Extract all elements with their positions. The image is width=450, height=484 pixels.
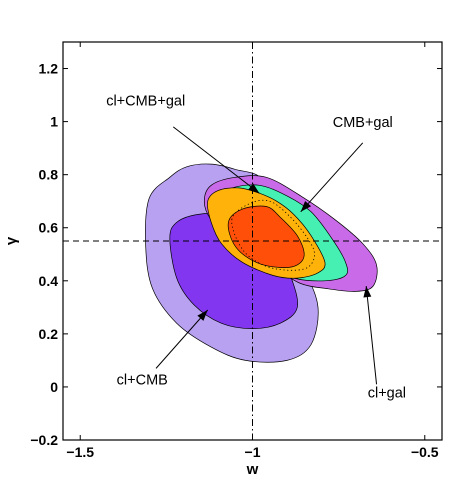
x-axis-label: w [246,461,259,478]
x-tick-label: −0.5 [411,444,439,460]
axis-ticks: −1.5 −1 −0.5 −0.2 0 0.2 0.4 0.6 0.8 1 1.2 [30,42,442,460]
annotation-cl-cmb-gal: cl+CMB+gal [106,94,185,110]
y-tick-label: 0.2 [39,326,59,342]
y-tick-label: 0 [50,379,58,395]
annotations: cl+CMB+gal CMB+gal cl+CMB cl+gal [106,94,406,402]
annotation-arrow-cl-cmb [155,309,209,369]
annotation-arrow-cl-gal [365,286,378,385]
annotation-arrowhead-cl-cmb [197,310,208,321]
contour-regions [145,163,378,363]
y-tick-label: 0.6 [39,220,59,236]
annotation-arrow-cl-cmb-gal [172,126,260,194]
y-tick-label: 1.2 [39,61,59,77]
annotation-arrowhead-cmb-gal [300,201,312,212]
y-tick-label: 0.8 [39,167,59,183]
y-tick-label: −0.2 [30,432,58,448]
y-tick-label: 0.4 [39,273,59,289]
y-axis-label: γ [3,236,20,245]
contour-cl-cmb-gal-inner [227,205,305,268]
annotation-cmb-gal: CMB+gal [333,115,393,131]
annotation-arrow-cmb-gal [300,142,364,213]
y-tick-label: 1 [50,114,58,130]
annotation-cl-cmb: cl+CMB [117,372,168,388]
reference-lines [63,42,442,440]
annotation-arrowhead-cl-gal [363,286,372,298]
annotation-arrowhead-cl-cmb-gal [248,183,260,194]
x-tick-label: −1.5 [66,444,94,460]
x-tick-label: −1 [245,444,261,460]
annotation-cl-gal: cl+gal [368,386,406,402]
